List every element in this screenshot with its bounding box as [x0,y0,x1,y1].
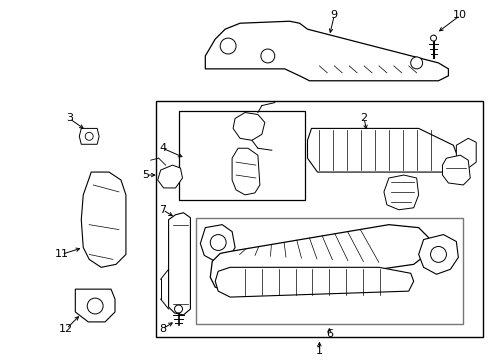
Text: 10: 10 [452,10,467,20]
Text: 8: 8 [159,324,166,334]
Polygon shape [157,165,182,188]
Circle shape [210,235,225,251]
Bar [155,100,482,337]
Circle shape [220,38,236,54]
Text: 4: 4 [159,143,166,153]
Polygon shape [75,289,115,322]
Circle shape [85,132,93,140]
Polygon shape [442,155,469,185]
Polygon shape [232,148,259,195]
Polygon shape [307,129,457,172]
Circle shape [410,57,422,69]
Circle shape [429,35,436,41]
Polygon shape [81,172,126,267]
Text: 1: 1 [315,346,322,356]
Polygon shape [455,138,475,168]
Text: 2: 2 [360,113,367,123]
Polygon shape [200,225,235,261]
Text: 9: 9 [330,10,337,20]
Text: 7: 7 [159,205,166,215]
Circle shape [429,247,446,262]
Polygon shape [215,267,413,297]
Polygon shape [79,129,99,144]
Polygon shape [383,175,418,210]
Polygon shape [233,113,264,140]
Circle shape [87,298,103,314]
Text: 12: 12 [59,324,73,334]
Circle shape [174,305,182,313]
Polygon shape [205,21,447,81]
Circle shape [260,49,274,63]
Text: 5: 5 [142,170,149,180]
Bar [178,111,304,200]
Bar [196,218,462,324]
Polygon shape [210,225,427,291]
Text: 3: 3 [66,113,73,123]
Polygon shape [168,213,190,315]
Polygon shape [418,235,457,274]
Text: 6: 6 [325,329,332,339]
Text: 11: 11 [54,249,68,260]
